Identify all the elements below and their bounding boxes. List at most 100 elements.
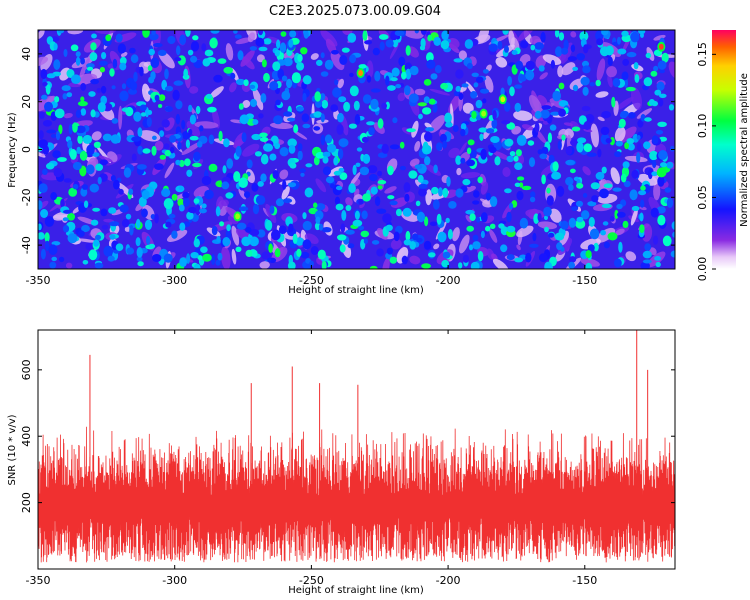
spectrogram-blob bbox=[420, 38, 426, 49]
spectrogram-blob bbox=[257, 229, 266, 238]
colorbar-tick-label: 0.10 bbox=[696, 114, 709, 139]
spectrogram-blobs bbox=[38, 30, 675, 269]
spectrogram-blob bbox=[299, 168, 306, 174]
spectrogram-blob bbox=[55, 130, 61, 141]
spectrogram-blob bbox=[164, 68, 169, 80]
spectrogram-blob bbox=[320, 93, 326, 101]
spectrogram-blob bbox=[252, 119, 259, 125]
spectrogram-blob bbox=[626, 138, 635, 145]
spectrogram-blob bbox=[49, 261, 57, 269]
spectrogram-blob bbox=[249, 46, 258, 51]
spectrogram-blob bbox=[112, 58, 118, 69]
spectrogram-blob bbox=[576, 53, 585, 61]
spectrogram-blob bbox=[324, 59, 334, 70]
spectrogram-blob bbox=[421, 263, 432, 269]
spectrogram-blob bbox=[514, 182, 521, 187]
spectrogram-blob bbox=[269, 153, 277, 161]
spectrogram-blob bbox=[79, 150, 88, 161]
spectrogram-blob bbox=[175, 100, 183, 110]
spectrogram-blob bbox=[364, 40, 373, 45]
spectrogram-texture-streak bbox=[242, 100, 251, 108]
spectrogram-blob bbox=[129, 47, 136, 54]
spectrogram-blob bbox=[629, 189, 638, 201]
spectrogram-blob bbox=[332, 87, 342, 98]
spectrogram-blob bbox=[537, 213, 542, 222]
spectrogram-blob bbox=[321, 227, 332, 233]
spectrogram-blob bbox=[404, 193, 410, 202]
spectrogram-blob bbox=[609, 215, 615, 222]
spectrogram-blob bbox=[605, 137, 612, 144]
snr-series-line bbox=[37, 426, 676, 563]
spectrogram-blob bbox=[101, 52, 107, 60]
spectrogram-texture-streak bbox=[639, 206, 647, 211]
spectrogram-blob bbox=[390, 77, 398, 82]
spectrogram-blob bbox=[140, 112, 147, 117]
y-tick-label: 40 bbox=[20, 47, 33, 61]
spectrogram-blob bbox=[436, 142, 443, 151]
spectrogram-blob bbox=[650, 207, 659, 218]
spectrogram-blob bbox=[590, 182, 600, 190]
spectrogram-blob bbox=[607, 232, 618, 241]
spectrogram-blob bbox=[38, 139, 48, 149]
spectrogram-texture-streak bbox=[570, 31, 577, 38]
spectrogram-blob bbox=[570, 44, 576, 53]
spectrogram-blob bbox=[255, 37, 265, 47]
spectrogram-blob bbox=[426, 59, 436, 69]
spectrogram-blob bbox=[101, 224, 109, 230]
spectrogram-blob bbox=[215, 206, 221, 217]
spectrogram-blob bbox=[387, 165, 394, 176]
spectrogram-blob bbox=[460, 123, 467, 130]
spectrogram-blob bbox=[67, 233, 78, 244]
spectrogram-blob bbox=[583, 121, 591, 130]
spectrogram-blob bbox=[485, 225, 491, 232]
spectrogram-blob bbox=[53, 59, 61, 70]
spectrogram-blob bbox=[656, 167, 667, 178]
spectrogram-texture-streak bbox=[516, 225, 534, 238]
spectrogram-blob bbox=[286, 78, 293, 89]
spectrogram-blob bbox=[645, 52, 652, 59]
spectrogram-blob bbox=[279, 147, 289, 157]
spectrogram-blob bbox=[320, 134, 326, 146]
spectrogram-blob bbox=[558, 32, 565, 41]
spectrogram-blob bbox=[53, 43, 58, 51]
spectrogram-blob bbox=[343, 101, 350, 112]
spectrogram-blob bbox=[103, 245, 113, 257]
spectrogram-blob bbox=[288, 144, 296, 154]
spectrogram-blob bbox=[44, 216, 55, 227]
spectrogram-blob bbox=[208, 134, 215, 145]
spectrogram-blob bbox=[320, 113, 325, 123]
spectrogram-blob bbox=[57, 30, 65, 34]
spectrogram-blob bbox=[314, 222, 321, 231]
spectrogram-blob bbox=[462, 254, 469, 263]
spectrogram-blob bbox=[458, 262, 463, 269]
spectrogram-texture-streak bbox=[582, 166, 591, 176]
spectrogram-blob bbox=[511, 50, 518, 55]
spectrogram-blob bbox=[99, 60, 108, 66]
spectrogram-blob bbox=[113, 179, 120, 190]
spectrogram-blob bbox=[297, 143, 303, 152]
spectrogram-blob bbox=[640, 185, 646, 191]
spectrogram-texture-streak bbox=[259, 261, 270, 269]
spectrogram-blob bbox=[442, 251, 451, 259]
spectrogram-texture-streak bbox=[310, 53, 319, 60]
spectrogram-blob bbox=[550, 111, 560, 116]
spectrogram-blob bbox=[51, 256, 57, 262]
spectrogram-blob bbox=[121, 83, 127, 90]
spectrogram-blob bbox=[255, 195, 266, 205]
spectrogram-blob bbox=[491, 118, 498, 129]
spectrogram-blob bbox=[82, 260, 89, 265]
spectrogram-blob bbox=[46, 129, 57, 134]
spectrogram-blob bbox=[219, 221, 225, 227]
spectrogram-blob bbox=[177, 141, 182, 150]
colorbar-ticks: 0.00 0.05 0.10 0.15 bbox=[696, 42, 716, 281]
spectrogram-texture-streak bbox=[502, 167, 511, 177]
spectrogram-texture-streak bbox=[229, 82, 237, 93]
spectrogram-blob bbox=[235, 78, 246, 86]
spectrogram-blob bbox=[530, 191, 536, 199]
spectrogram-blob bbox=[488, 43, 498, 52]
spectrogram-blob bbox=[46, 162, 55, 170]
spectrogram-blob bbox=[516, 135, 527, 146]
spectrogram-blob bbox=[392, 117, 398, 124]
spectrogram-blob bbox=[188, 104, 193, 113]
spectrogram-blob bbox=[195, 204, 201, 216]
